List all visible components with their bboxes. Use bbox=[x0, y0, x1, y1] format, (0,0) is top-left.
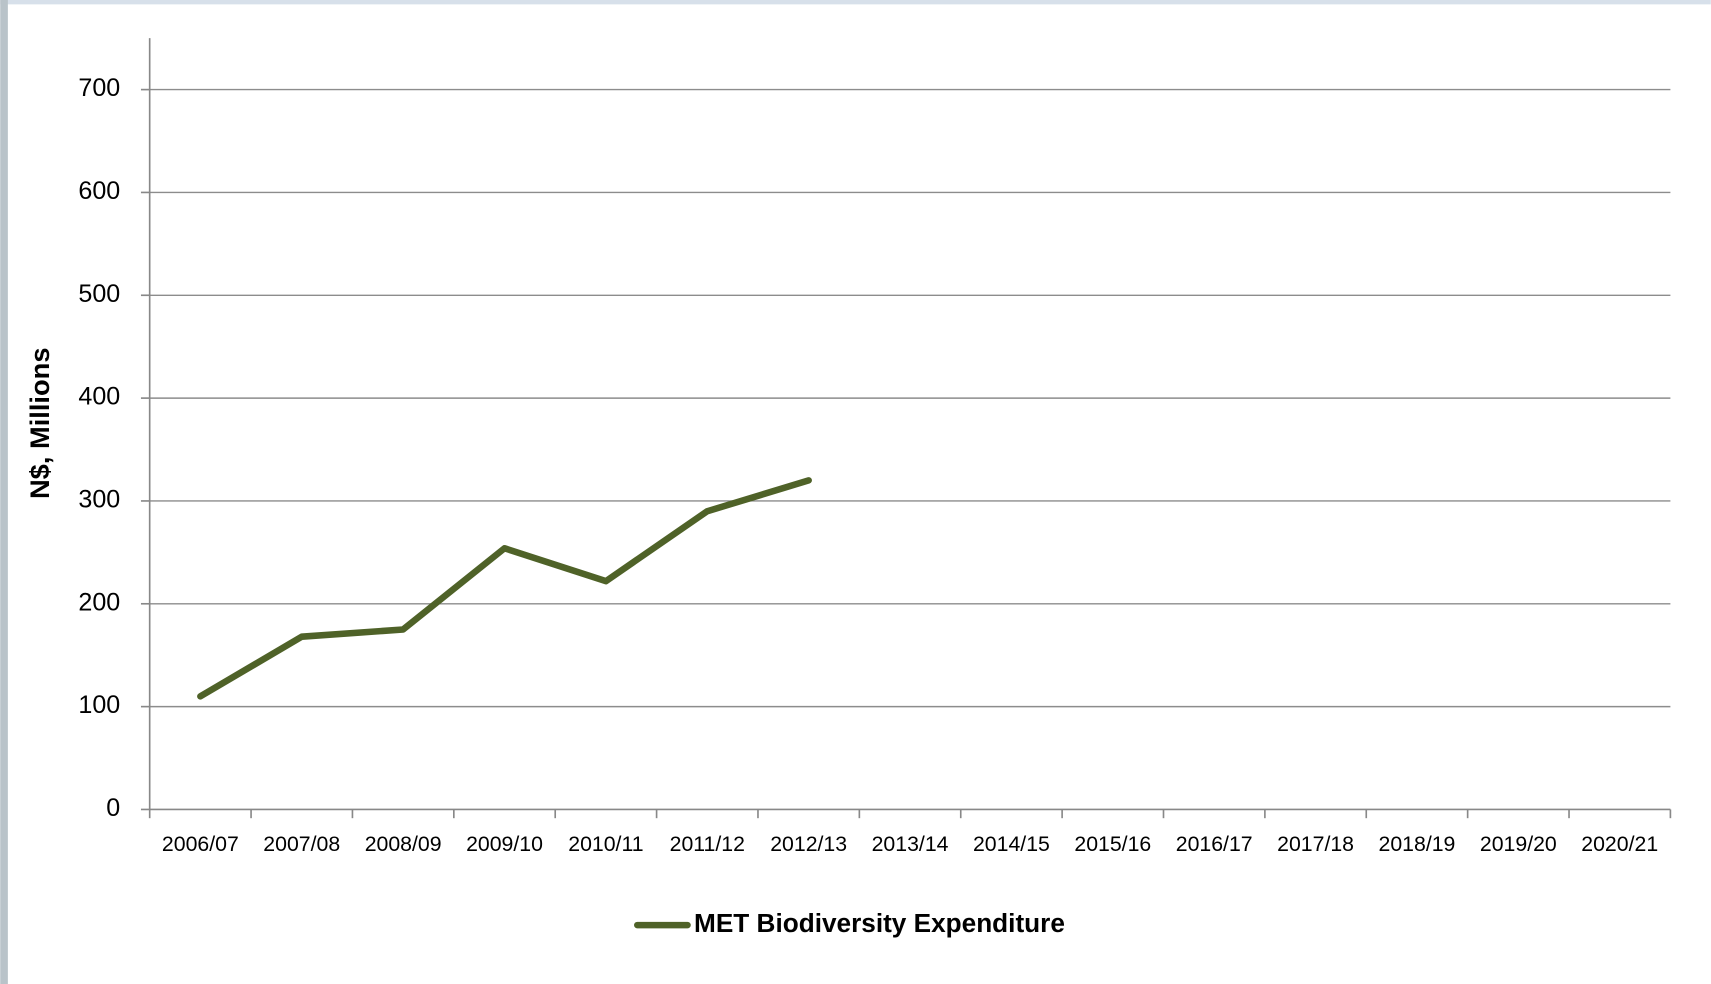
x-tick-label: 2014/15 bbox=[973, 832, 1050, 856]
x-tick-label: 2018/19 bbox=[1379, 832, 1456, 856]
x-tick-label: 2017/18 bbox=[1277, 832, 1354, 856]
y-tick-label: 100 bbox=[78, 691, 120, 719]
x-tick-label: 2013/14 bbox=[872, 832, 949, 856]
y-tick-label: 700 bbox=[78, 74, 120, 102]
x-tick-label: 2006/07 bbox=[162, 832, 239, 856]
series-line bbox=[197, 477, 812, 700]
y-tick-label: 0 bbox=[106, 794, 120, 822]
x-tick-label: 2012/13 bbox=[770, 832, 847, 856]
x-tick-label: 2008/09 bbox=[365, 832, 442, 856]
x-tick-label: 2019/20 bbox=[1480, 832, 1557, 856]
x-tick-label: 2010/11 bbox=[568, 832, 643, 856]
y-tick-label: 300 bbox=[78, 486, 120, 514]
x-tick-label: 2009/10 bbox=[466, 832, 543, 856]
x-tick-label: 2016/17 bbox=[1176, 832, 1253, 856]
x-tick-label: 2020/21 bbox=[1581, 832, 1658, 856]
frame-top bbox=[0, 0, 1711, 5]
frame-left bbox=[0, 0, 8, 984]
x-tick-label: 2011/12 bbox=[670, 832, 745, 856]
y-tick-label: 600 bbox=[78, 177, 120, 205]
y-axis-label: N$, Millions bbox=[24, 348, 55, 500]
y-tick-label: 200 bbox=[78, 588, 120, 616]
legend-label: MET Biodiversity Expenditure bbox=[694, 908, 1065, 938]
x-tick-label: 2007/08 bbox=[263, 832, 340, 856]
y-tick-label: 400 bbox=[78, 383, 120, 411]
x-tick-label: 2015/16 bbox=[1074, 832, 1151, 856]
y-tick-label: 500 bbox=[78, 280, 120, 308]
